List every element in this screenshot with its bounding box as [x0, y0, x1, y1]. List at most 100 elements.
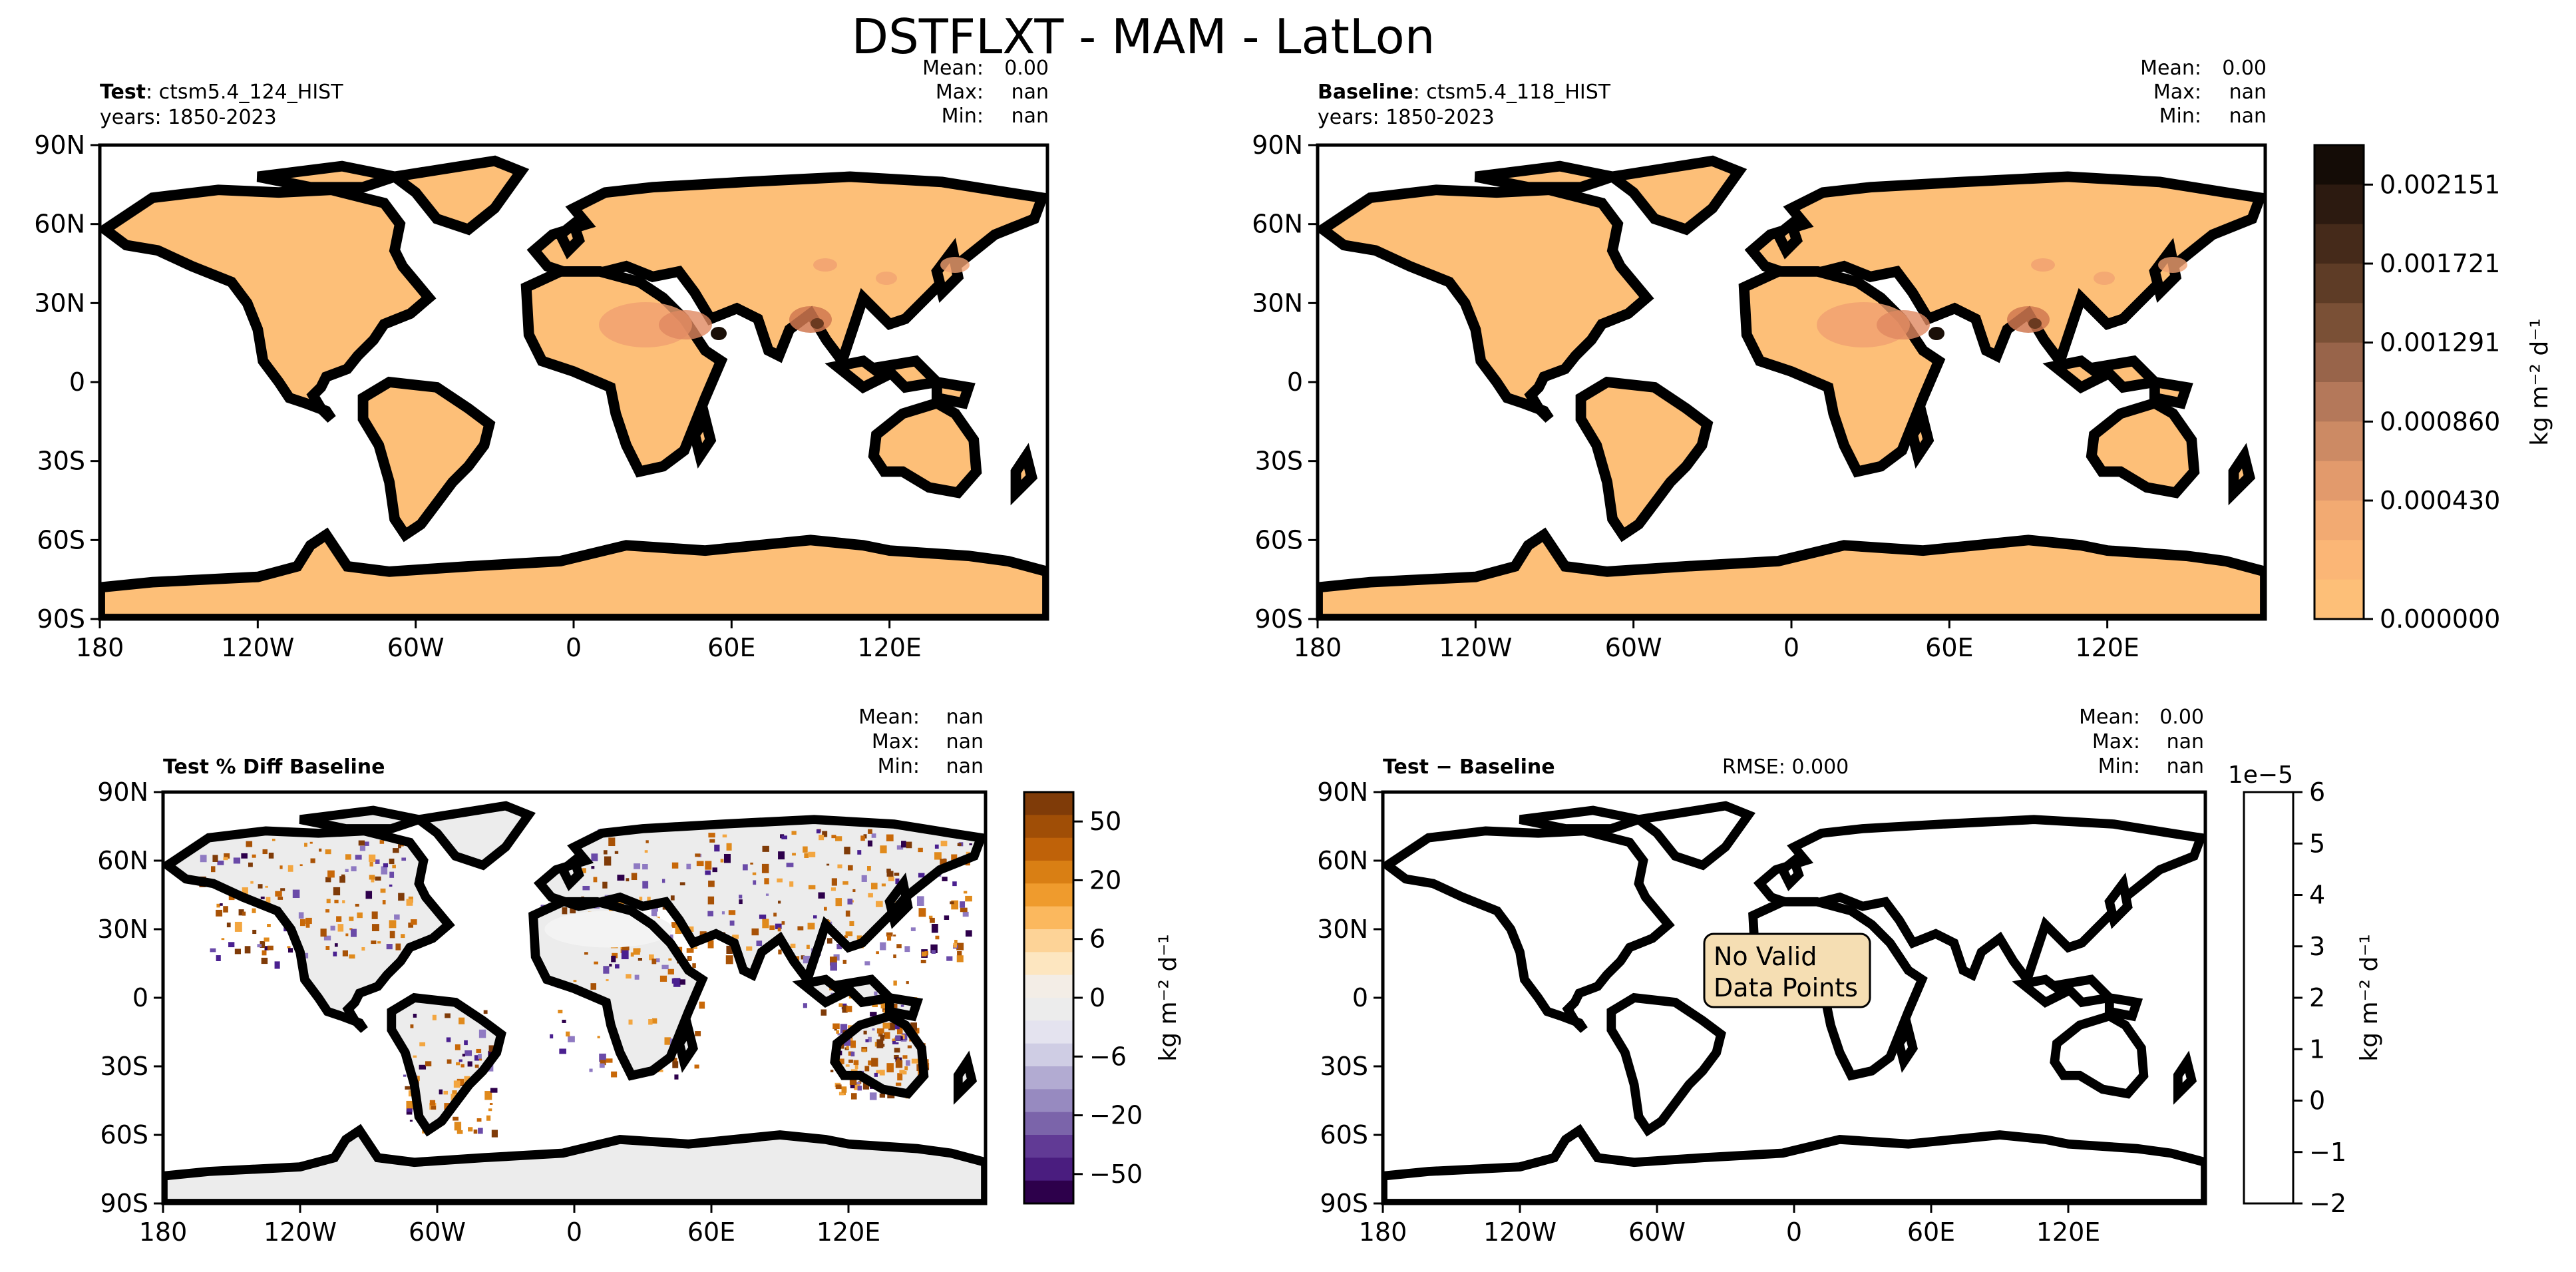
colorbar-pct-step — [1024, 883, 1073, 907]
pct-diff-speckle — [834, 1027, 837, 1031]
pct-diff-speckle — [930, 917, 935, 923]
pct-diff-speckle — [566, 1031, 570, 1037]
pct-diff-speckle — [880, 942, 886, 951]
colorbar-diff-tick-label: −1 — [2309, 1138, 2346, 1167]
pct-diff-speckle — [447, 1059, 452, 1064]
pct-diff-speckle — [562, 907, 568, 915]
pct-diff-speckle — [880, 1000, 887, 1009]
pct-diff-speckle — [455, 1044, 460, 1050]
panel-test-header: Test: ctsm5.4_124_HIST — [100, 81, 343, 104]
pct-diff-speckle — [558, 1009, 563, 1014]
pct-diff-speckle — [431, 1106, 437, 1110]
pct-diff-speckle — [238, 909, 244, 916]
pct-diff-speckle — [268, 853, 274, 859]
lon-tick-label: 120E — [2075, 633, 2139, 662]
pct-diff-speckle — [960, 901, 966, 908]
lat-tick-label: 30S — [100, 1052, 148, 1081]
lat-tick-label: 60S — [1255, 525, 1303, 554]
pct-diff-speckle — [818, 892, 825, 899]
lon-tick-label: 120W — [221, 633, 294, 662]
pct-diff-speckle — [902, 1071, 907, 1075]
pct-diff-speckle — [464, 1050, 472, 1056]
lon-tick-label: 60W — [1628, 1217, 1686, 1247]
no-data-note: No Valid Data Points — [1703, 933, 1871, 1008]
lon-tick-label: 120W — [1439, 633, 1512, 662]
pct-diff-speckle — [299, 864, 303, 867]
colorbar-pct-tick-label: 50 — [1089, 807, 1121, 836]
pct-diff-speckle — [305, 917, 312, 925]
pct-diff-speckle — [842, 959, 847, 964]
pct-diff-speckle — [906, 981, 909, 984]
colorbar-abs-step — [2314, 579, 2364, 620]
pct-diff-speckle — [467, 1061, 472, 1067]
pct-diff-speckle — [844, 935, 848, 938]
stat-max-label: Max: — [2153, 81, 2201, 104]
stat-mean-label: Mean: — [922, 57, 984, 80]
colorbar-pct-tick-label: −6 — [1089, 1042, 1127, 1071]
pct-diff-speckle — [886, 932, 893, 937]
pct-diff-speckle — [707, 911, 713, 917]
pct-diff-speckle — [298, 912, 304, 919]
pct-diff-speckle — [707, 896, 715, 905]
lat-tick-label: 0 — [1352, 983, 1368, 1012]
stat-max-value: nan — [946, 730, 984, 753]
pct-diff-speckle — [216, 909, 223, 917]
pct-diff-speckle — [425, 1061, 432, 1067]
stat-max-value: nan — [1012, 81, 1049, 104]
panel-baseline: Baseline: ctsm5.4_118_HIST years: 1850-2… — [1252, 57, 2267, 662]
pct-diff-speckle — [386, 944, 393, 950]
pct-diff-speckle — [845, 910, 850, 917]
dust-hotspots — [599, 257, 970, 347]
lat-tick-label: 0 — [69, 367, 85, 397]
stat-min-label: Min: — [942, 105, 984, 128]
colorbar-abs-step — [2314, 264, 2364, 304]
pct-diff-speckle — [966, 851, 970, 855]
colorbar-abs-tick-label: 0.000860 — [2380, 407, 2500, 436]
pct-diff-speckle — [752, 872, 757, 875]
pct-diff-speckle — [830, 962, 838, 971]
map-test: 90N 60N 30N 0 30S 60S 90S 180 120W 60W 0 60E 120E — [34, 130, 1049, 662]
pct-diff-speckle — [334, 899, 339, 904]
pct-diff-speckle — [836, 943, 842, 950]
stat-min-value: nan — [1012, 105, 1049, 128]
pct-diff-speckle — [488, 1045, 496, 1052]
pct-diff-speckle — [921, 951, 927, 956]
pct-diff-speckle — [474, 1055, 479, 1061]
pct-diff-speckle — [821, 1009, 827, 1016]
pct-diff-speckle — [310, 858, 315, 863]
pct-diff-speckle — [895, 1036, 901, 1041]
pct-diff-speckle — [888, 877, 894, 881]
pct-diff-speckle — [850, 1051, 855, 1057]
lon-tick-label: 180 — [1294, 633, 1342, 662]
colorbar-pct-step — [1024, 792, 1073, 815]
pct-diff-speckle — [870, 1012, 877, 1017]
stat-max-label: Max: — [872, 730, 920, 753]
pct-diff-speckle — [274, 961, 280, 969]
pct-diff-speckle — [582, 885, 590, 891]
pct-diff-speckle — [626, 878, 630, 882]
pct-diff-speckle — [686, 863, 691, 870]
figure-title: DSTFLXT - MAM - LatLon — [852, 9, 1435, 65]
colorbar-diff-tick-label: 4 — [2309, 881, 2325, 910]
pct-diff-speckle — [603, 850, 608, 855]
stat-min-label: Min: — [2098, 755, 2140, 778]
pct-diff-speckle — [765, 893, 769, 896]
pct-diff-speckle — [299, 919, 305, 927]
lat-tick-label: 30S — [37, 447, 85, 476]
pct-diff-speckle — [651, 958, 657, 964]
pct-diff-speckle — [841, 1086, 847, 1093]
pct-diff-speckle — [671, 922, 679, 929]
pct-diff-speckle — [777, 927, 781, 932]
panel-baseline-years: years: 1850-2023 — [1318, 106, 1495, 129]
pct-diff-speckle — [369, 854, 376, 862]
pct-diff-speckle — [474, 1064, 479, 1068]
pct-diff-speckle — [864, 961, 870, 966]
pct-diff-speckle — [287, 865, 293, 872]
pct-diff-speckle — [584, 952, 588, 955]
pct-diff-speckle — [829, 956, 837, 966]
pct-diff-speckle — [345, 854, 351, 860]
pct-diff-speckle — [876, 951, 879, 954]
lon-tick-label: 60W — [387, 633, 445, 662]
pct-diff-speckle — [822, 831, 828, 837]
